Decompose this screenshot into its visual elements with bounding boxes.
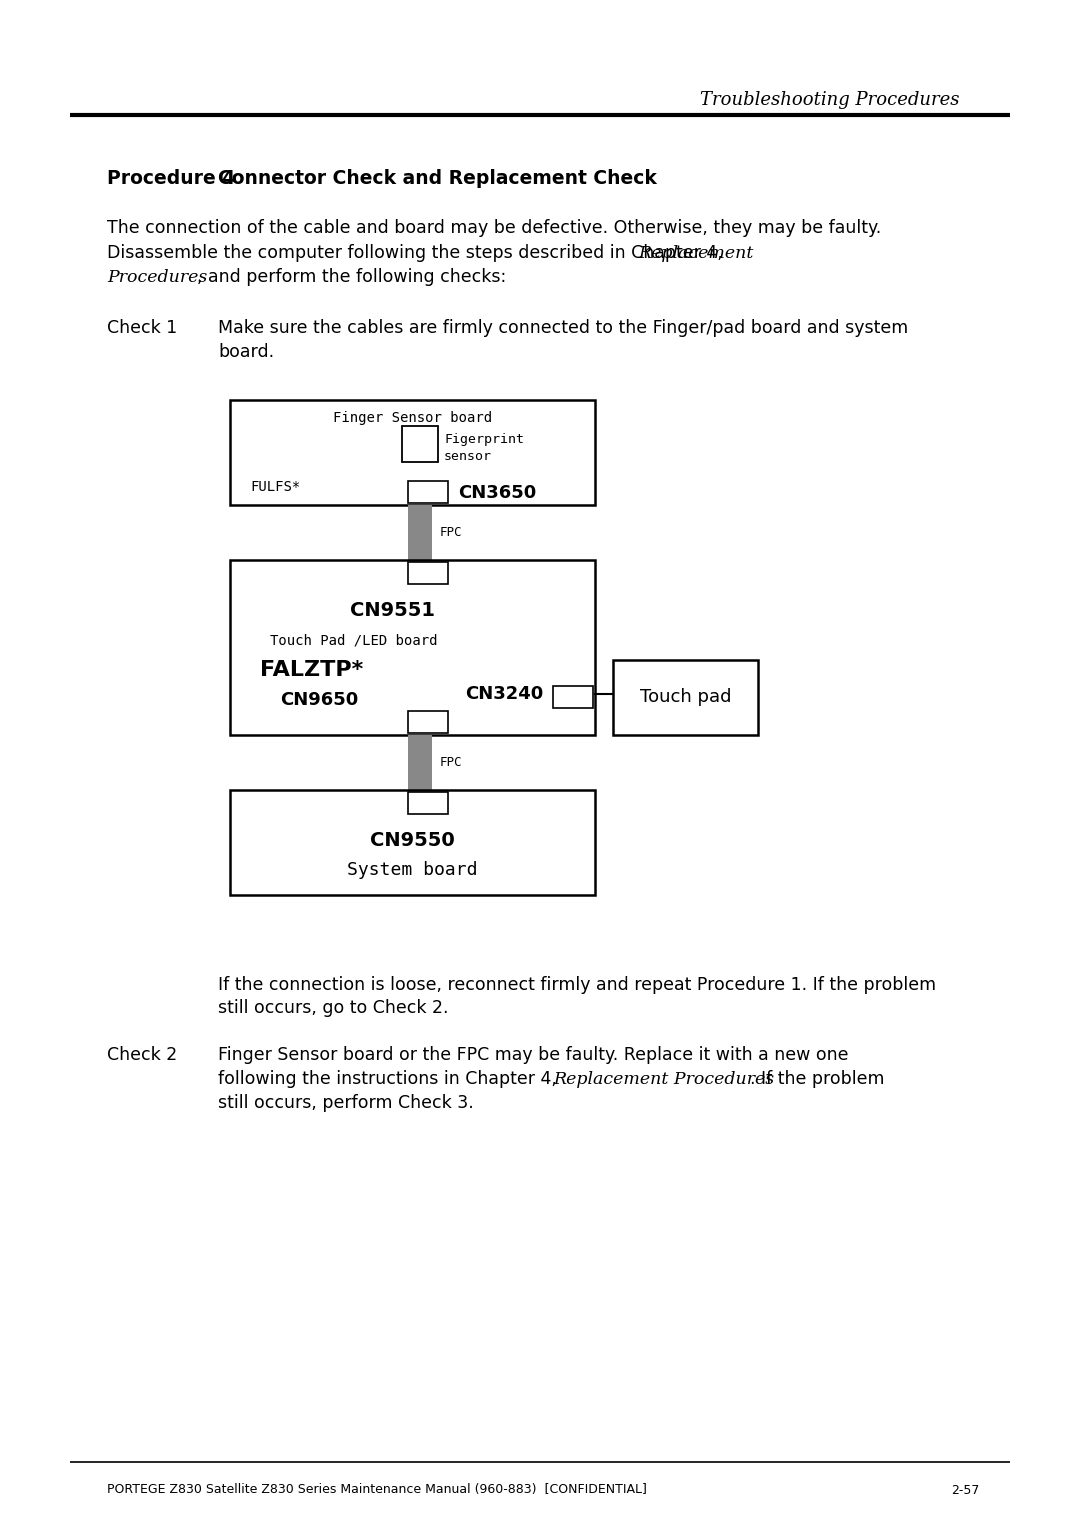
Bar bbox=[408, 793, 448, 814]
Text: The connection of the cable and board may be defective. Otherwise, they may be f: The connection of the cable and board ma… bbox=[107, 218, 881, 237]
Text: following the instructions in Chapter 4,: following the instructions in Chapter 4, bbox=[218, 1070, 563, 1089]
Text: Finger Sensor board or the FPC may be faulty. Replace it with a new one: Finger Sensor board or the FPC may be fa… bbox=[218, 1046, 849, 1064]
Text: Procedure 4: Procedure 4 bbox=[107, 168, 235, 188]
Bar bbox=[408, 505, 432, 560]
Text: still occurs, go to Check 2.: still occurs, go to Check 2. bbox=[218, 999, 448, 1017]
Text: CN3240: CN3240 bbox=[464, 686, 543, 702]
Bar bbox=[613, 660, 758, 734]
Text: Replacement: Replacement bbox=[638, 244, 754, 261]
Text: If the connection is loose, reconnect firmly and repeat Procedure 1. If the prob: If the connection is loose, reconnect fi… bbox=[218, 976, 936, 994]
Bar bbox=[553, 686, 593, 709]
Text: FALZTP*: FALZTP* bbox=[260, 660, 363, 680]
Bar bbox=[230, 789, 595, 895]
Text: Replacement Procedures: Replacement Procedures bbox=[553, 1070, 774, 1087]
Bar bbox=[408, 562, 448, 583]
Text: System board: System board bbox=[348, 861, 477, 880]
Text: CN9550: CN9550 bbox=[370, 831, 455, 849]
Text: FULFS*: FULFS* bbox=[249, 479, 300, 495]
Text: Touch Pad /LED board: Touch Pad /LED board bbox=[270, 634, 437, 647]
Text: PORTEGE Z830 Satellite Z830 Series Maintenance Manual (960-883)  [CONFIDENTIAL]: PORTEGE Z830 Satellite Z830 Series Maint… bbox=[107, 1484, 647, 1496]
Text: Check 1: Check 1 bbox=[107, 319, 177, 337]
Text: . If the problem: . If the problem bbox=[750, 1070, 885, 1089]
Text: Disassemble the computer following the steps described in Chapter 4,: Disassemble the computer following the s… bbox=[107, 244, 728, 263]
Text: Connector Check and Replacement Check: Connector Check and Replacement Check bbox=[192, 168, 657, 188]
Text: Check 2: Check 2 bbox=[107, 1046, 177, 1064]
Text: Make sure the cables are firmly connected to the Finger/pad board and system: Make sure the cables are firmly connecte… bbox=[218, 319, 908, 337]
Text: board.: board. bbox=[218, 344, 274, 360]
Bar bbox=[402, 426, 438, 463]
Text: Procedures: Procedures bbox=[107, 269, 207, 286]
Text: sensor: sensor bbox=[444, 449, 492, 463]
Text: CN9650: CN9650 bbox=[280, 692, 359, 709]
Text: 2-57: 2-57 bbox=[951, 1484, 980, 1496]
Text: Figerprint: Figerprint bbox=[444, 434, 524, 446]
Text: CN9551: CN9551 bbox=[350, 600, 435, 620]
Text: still occurs, perform Check 3.: still occurs, perform Check 3. bbox=[218, 1093, 474, 1112]
Bar bbox=[408, 734, 432, 789]
Bar bbox=[408, 481, 448, 502]
Bar bbox=[230, 560, 595, 734]
Text: CN3650: CN3650 bbox=[458, 484, 537, 502]
Text: Touch pad: Touch pad bbox=[639, 689, 731, 705]
Text: , and perform the following checks:: , and perform the following checks: bbox=[197, 269, 507, 286]
Text: Troubleshooting Procedures: Troubleshooting Procedures bbox=[701, 92, 960, 108]
Text: Finger Sensor board: Finger Sensor board bbox=[333, 411, 492, 425]
Text: FPC: FPC bbox=[440, 525, 462, 539]
Text: FPC: FPC bbox=[440, 756, 462, 768]
Bar bbox=[408, 712, 448, 733]
Bar bbox=[230, 400, 595, 505]
